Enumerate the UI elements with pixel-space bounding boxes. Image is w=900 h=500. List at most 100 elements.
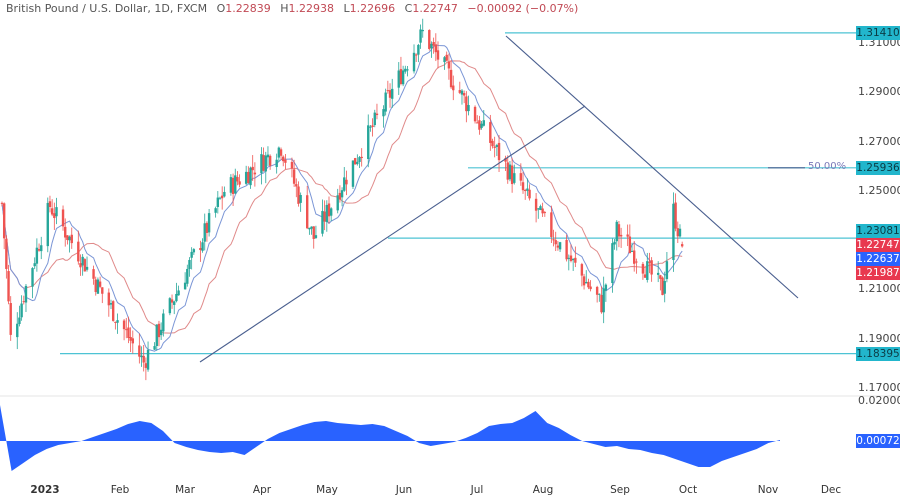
oscillator-value-tag: 0.00072	[856, 434, 900, 448]
time-tick-label: Oct	[678, 484, 698, 496]
candle-body	[582, 276, 586, 286]
candle-body	[417, 44, 420, 55]
candle-body	[602, 288, 605, 313]
candle-body	[321, 210, 324, 234]
candle-body	[327, 203, 331, 217]
candle-body	[397, 70, 400, 88]
candle-body	[678, 228, 682, 237]
candle-body	[504, 157, 507, 162]
candle-body	[493, 146, 496, 148]
candle-body	[428, 30, 431, 49]
candle-body	[186, 268, 189, 284]
candle-body	[565, 239, 568, 260]
candle-body	[114, 321, 117, 323]
candle-body	[452, 85, 455, 91]
high-value: 1.22938	[288, 2, 335, 15]
candle-body	[434, 44, 438, 53]
candle-body	[68, 236, 71, 241]
candle-body	[478, 120, 481, 130]
candle-body	[650, 260, 653, 275]
candle-body	[554, 240, 557, 245]
candle-body	[282, 156, 285, 162]
candle-body	[585, 282, 588, 284]
candle-body	[70, 234, 73, 244]
candle-body	[406, 69, 409, 71]
candle-body	[249, 167, 252, 186]
candle-body	[5, 238, 8, 269]
candle-body	[665, 261, 669, 280]
candle-body	[81, 256, 84, 266]
candle-body	[125, 329, 128, 331]
candle-body	[432, 41, 435, 46]
candle-body	[526, 188, 529, 191]
candle-body	[218, 197, 222, 199]
candle-body	[111, 301, 115, 321]
candle-body	[643, 274, 647, 278]
candle-body	[116, 320, 119, 323]
candle-body	[20, 303, 23, 318]
candle-body	[415, 54, 418, 56]
candle-body	[109, 303, 113, 305]
candle-body	[247, 171, 250, 184]
uptrend-line	[199, 105, 586, 363]
candle-body	[580, 264, 584, 276]
candle-body	[22, 301, 25, 303]
candle-body	[375, 113, 379, 116]
candle-body	[491, 140, 494, 147]
time-tick-label: Jun	[395, 484, 413, 496]
candle-body	[140, 355, 143, 358]
time-tick-label: Sep	[610, 484, 630, 496]
candle-body	[384, 92, 387, 112]
candle-body	[497, 142, 501, 161]
candle-body	[635, 261, 638, 263]
candle-body	[18, 317, 21, 324]
candle-body	[587, 281, 590, 288]
candle-body	[519, 173, 523, 181]
candle-body	[663, 280, 666, 294]
candle-body	[552, 239, 555, 241]
candle-body	[598, 293, 601, 295]
candle-body	[506, 162, 509, 180]
candle-body	[268, 155, 272, 166]
candle-body	[35, 247, 39, 264]
candle-body	[351, 160, 355, 187]
price-tag-level: 1.23081	[856, 224, 900, 238]
low-label: L	[343, 2, 350, 15]
candle-body	[214, 208, 217, 213]
candle-body	[680, 244, 684, 247]
candle-body	[617, 224, 621, 237]
time-tick-label: Jul	[470, 484, 484, 496]
candle-body	[203, 223, 206, 242]
candle-body	[436, 50, 440, 60]
candle-body	[595, 286, 599, 295]
candle-body	[345, 179, 348, 185]
candle-body	[199, 248, 202, 251]
candle-body	[674, 202, 677, 229]
candle-body	[401, 70, 405, 85]
candle-body	[157, 323, 161, 338]
candle-body	[183, 282, 187, 290]
candle-body	[369, 126, 372, 128]
candle-body	[277, 147, 281, 158]
candle-body	[656, 272, 660, 275]
oscillator-area	[0, 405, 780, 471]
candle-body	[223, 191, 226, 197]
candle-body	[630, 250, 634, 252]
fib-50-label: 50.00%	[808, 161, 847, 172]
candle-body	[556, 245, 560, 248]
candle-body	[262, 155, 265, 171]
candle-body	[449, 69, 453, 88]
candle-body	[482, 120, 485, 126]
candle-body	[31, 268, 34, 287]
candle-body	[131, 338, 134, 344]
candle-body	[238, 181, 241, 185]
candle-body	[297, 186, 300, 204]
time-tick-label: Apr	[252, 484, 272, 496]
candle-body	[244, 171, 248, 184]
low-value: 1.22696	[349, 2, 396, 15]
candle-body	[229, 177, 233, 193]
candle-body	[234, 175, 237, 194]
price-tag-level: 1.18395	[856, 347, 900, 361]
price-tick-label: 1.27000	[858, 134, 900, 148]
